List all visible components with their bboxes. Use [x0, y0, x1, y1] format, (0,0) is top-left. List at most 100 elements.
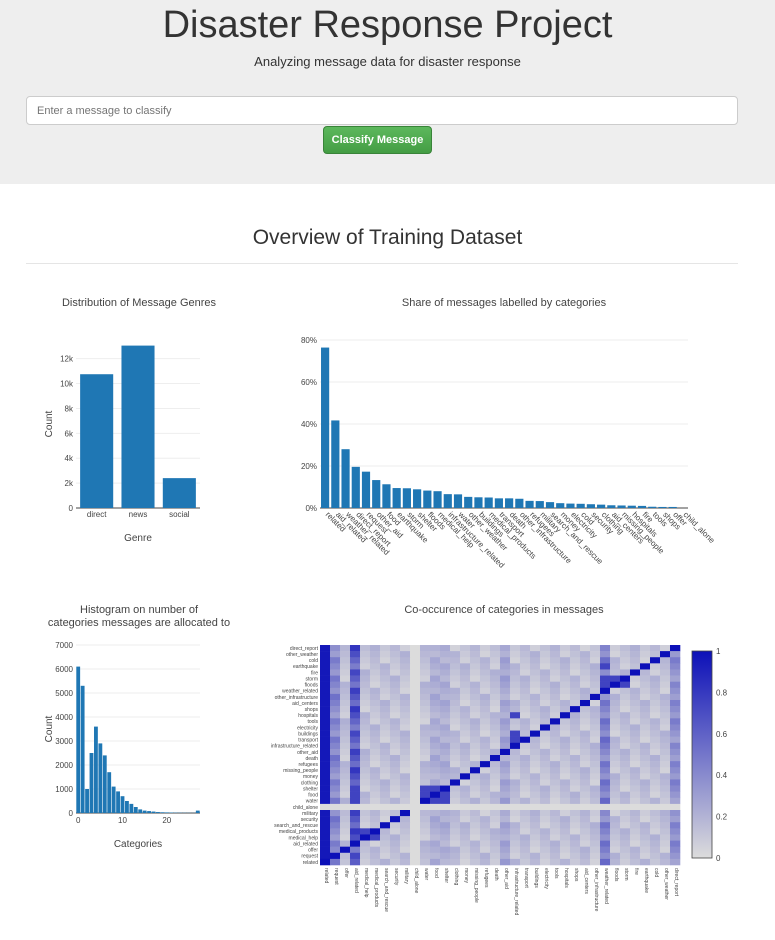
- heatmap-cell: [460, 700, 471, 707]
- heatmap-cell: [500, 730, 511, 737]
- heatmap-cell: [460, 810, 471, 817]
- heatmap-cell: [630, 645, 641, 652]
- heatmap-cell: [470, 712, 481, 719]
- heatmap-cell: [620, 712, 631, 719]
- heatmap-cell: [570, 669, 581, 676]
- y-tick-label: 4000: [55, 713, 73, 722]
- heatmap-cell: [530, 767, 541, 774]
- heatmap-cell: [420, 700, 431, 707]
- heatmap-cell: [320, 828, 331, 835]
- heatmap-cell: [550, 767, 561, 774]
- heatmap-cell: [370, 669, 381, 676]
- heatmap-cell: [520, 858, 531, 866]
- heatmap-cell: [560, 840, 571, 847]
- heatmap-cell: [570, 834, 581, 841]
- heatmap-cell: [380, 706, 391, 713]
- heatmap-cell: [350, 858, 361, 866]
- heatmap-cell: [650, 791, 661, 799]
- heatmap-cell: [640, 712, 651, 719]
- heatmap-cell: [620, 706, 631, 713]
- heatmap-cell: [360, 687, 371, 695]
- heatmap-cell: [360, 779, 371, 786]
- heatmap-cell: [480, 748, 491, 756]
- heatmap-y-label: shelter: [303, 786, 318, 792]
- heatmap-cell: [570, 657, 581, 664]
- heatmap-x-label: shelter: [443, 868, 449, 883]
- heatmap-cell: [470, 657, 481, 664]
- heatmap-cell: [550, 651, 561, 658]
- heatmap-cell: [500, 822, 511, 829]
- heatmap-cell: [320, 803, 331, 811]
- heatmap-cell: [560, 718, 571, 725]
- heatmap-cell: [390, 700, 401, 707]
- heatmap-cell: [450, 742, 461, 750]
- heatmap-cell: [420, 669, 431, 676]
- heatmap-cell: [430, 700, 441, 707]
- heatmap-cell: [590, 712, 601, 719]
- heatmap-cell: [620, 700, 631, 707]
- heatmap-cell: [520, 816, 531, 823]
- heatmap-cell: [670, 663, 681, 670]
- heatmap-cell: [520, 730, 531, 737]
- heatmap-cell: [330, 657, 341, 664]
- heatmap-cell: [560, 852, 571, 860]
- heatmap-cell: [570, 840, 581, 847]
- heatmap-cell: [640, 822, 651, 829]
- heatmap-cell: [480, 797, 491, 805]
- heatmap-cell: [370, 651, 381, 658]
- heatmap-cell: [350, 651, 361, 658]
- heatmap-cell: [390, 718, 401, 725]
- heatmap-x-label: cold: [653, 868, 659, 877]
- heatmap-cell: [350, 736, 361, 744]
- heatmap-cell: [510, 773, 521, 780]
- heatmap-cell: [560, 761, 571, 768]
- heatmap-cell: [560, 816, 571, 823]
- classify-button[interactable]: Classify Message: [323, 126, 432, 154]
- heatmap-cell: [630, 718, 641, 725]
- heatmap-cell: [630, 693, 641, 701]
- heatmap-cell: [650, 663, 661, 670]
- heatmap-cell: [540, 779, 551, 786]
- heatmap-cell: [460, 761, 471, 768]
- heatmap-cell: [430, 663, 441, 670]
- message-input[interactable]: [26, 96, 738, 125]
- heatmap-cell: [360, 742, 371, 750]
- x-tick-label: 20: [162, 816, 171, 825]
- heatmap-cell: [460, 706, 471, 713]
- heatmap-cell: [650, 846, 661, 854]
- heatmap-y-label: food: [308, 793, 318, 799]
- heatmap-cell: [670, 645, 681, 652]
- heatmap-cell: [420, 663, 431, 670]
- heatmap-cell: [560, 767, 571, 774]
- heatmap-cell: [640, 828, 651, 835]
- heatmap-x-label: offer: [343, 868, 349, 878]
- heatmap-cell: [320, 748, 331, 756]
- heatmap-cell: [400, 810, 411, 817]
- heatmap-cell: [460, 852, 471, 860]
- heatmap-cell: [530, 675, 541, 682]
- heatmap-y-label: other_infrastructure: [275, 695, 319, 701]
- heatmap-cell: [380, 742, 391, 750]
- heatmap-cell: [520, 724, 531, 731]
- heatmap-cell: [390, 828, 401, 835]
- heatmap-cell: [620, 828, 631, 835]
- heatmap-cell: [450, 755, 461, 762]
- heatmap-cell: [550, 748, 561, 756]
- heatmap-cell: [390, 663, 401, 670]
- heatmap-cell: [470, 779, 481, 786]
- heatmap-y-label: other_weather: [286, 652, 318, 658]
- heatmap-cell: [530, 742, 541, 750]
- heatmap-cell: [440, 718, 451, 725]
- heatmap-cell: [650, 645, 661, 652]
- bar-electricity: [566, 503, 575, 508]
- heatmap-cell: [450, 645, 461, 652]
- heatmap-cell: [340, 803, 351, 811]
- heatmap-cell: [420, 724, 431, 731]
- heatmap-cell: [440, 724, 451, 731]
- heatmap-cell: [600, 700, 611, 707]
- heatmap-cell: [460, 675, 471, 682]
- heatmap-cell: [360, 852, 371, 860]
- heatmap-cell: [480, 718, 491, 725]
- heatmap-cell: [610, 700, 621, 707]
- heatmap-cell: [580, 675, 591, 682]
